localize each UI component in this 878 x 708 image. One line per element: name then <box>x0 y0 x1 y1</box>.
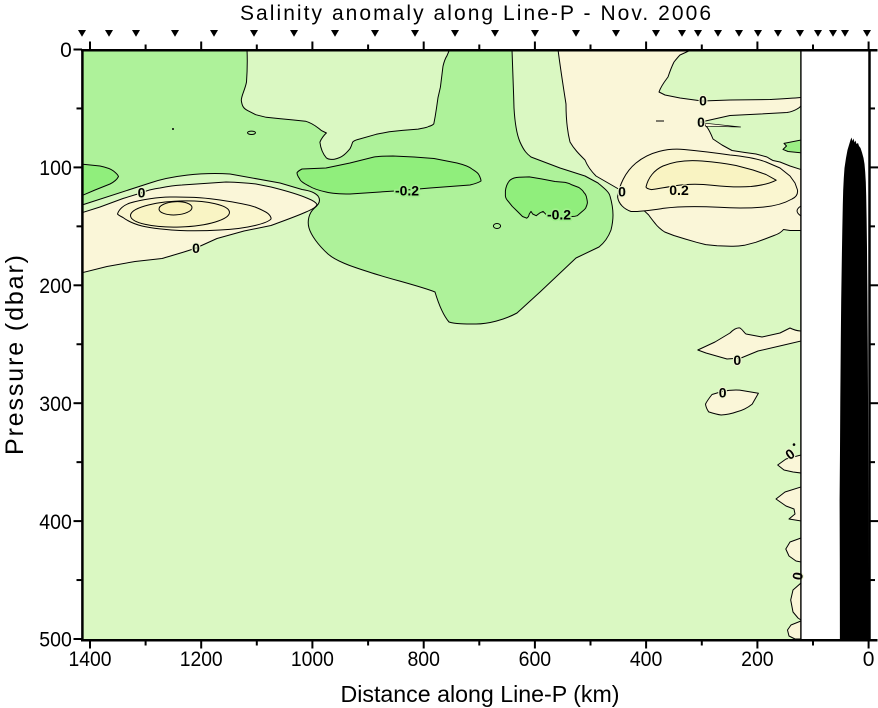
svg-text:0: 0 <box>863 648 875 671</box>
svg-text:0: 0 <box>138 184 146 200</box>
svg-text:0: 0 <box>699 93 707 109</box>
svg-text:200: 200 <box>741 648 774 671</box>
svg-text:1200: 1200 <box>180 648 223 671</box>
svg-text:0: 0 <box>719 385 727 401</box>
svg-text:300: 300 <box>39 393 72 416</box>
svg-text:0: 0 <box>60 39 72 62</box>
svg-text:600: 600 <box>519 648 552 671</box>
svg-text:500: 500 <box>39 629 72 652</box>
svg-text:-0.2: -0.2 <box>395 183 419 199</box>
svg-text:-0.2: -0.2 <box>547 207 571 223</box>
svg-text:Pressure (dbar): Pressure (dbar) <box>1 255 29 455</box>
svg-text:800: 800 <box>407 648 440 671</box>
svg-text:Distance along Line-P (km): Distance along Line-P (km) <box>341 681 620 707</box>
svg-text:0: 0 <box>618 184 626 200</box>
svg-text:1400: 1400 <box>69 648 112 671</box>
svg-text:400: 400 <box>39 511 72 534</box>
svg-text:0: 0 <box>192 240 200 256</box>
svg-text:0.2: 0.2 <box>669 182 689 198</box>
svg-text:200: 200 <box>39 275 72 298</box>
svg-text:1000: 1000 <box>291 648 334 671</box>
svg-text:0: 0 <box>733 352 741 368</box>
svg-text:100: 100 <box>39 157 72 180</box>
svg-text:400: 400 <box>630 648 663 671</box>
svg-text:0: 0 <box>697 114 705 130</box>
